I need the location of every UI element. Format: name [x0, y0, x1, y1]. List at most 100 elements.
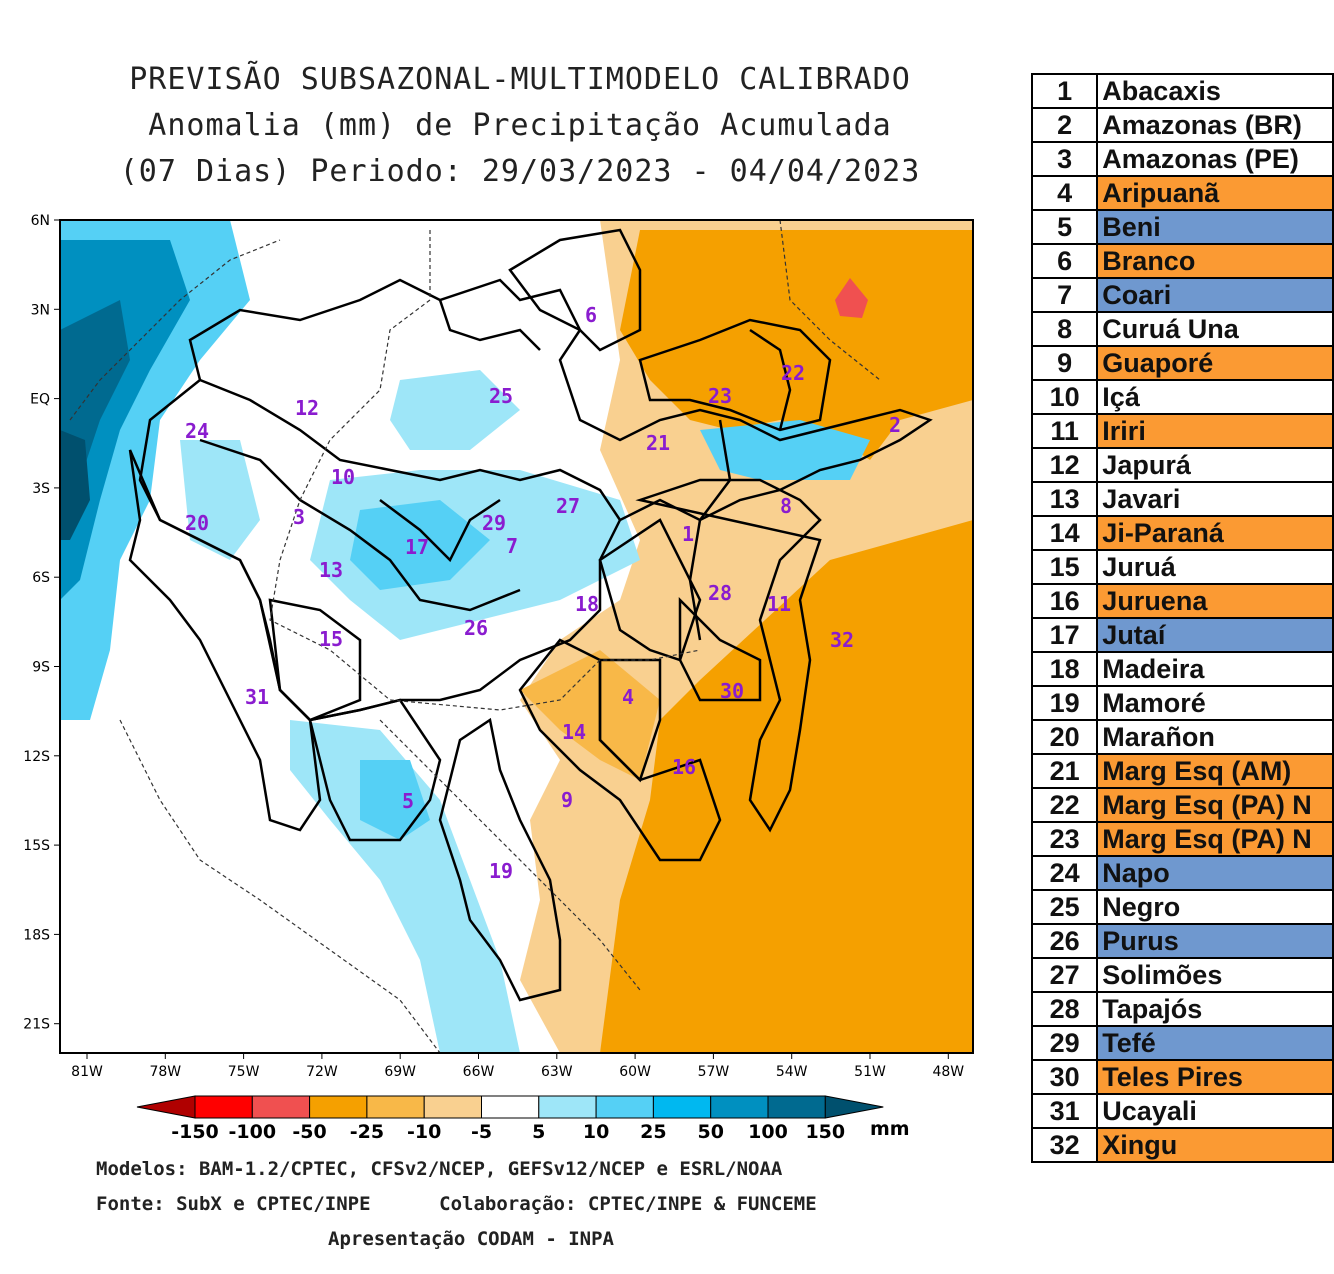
legend-number: 24	[1030, 855, 1099, 891]
colorbar-segment	[194, 1095, 253, 1119]
legend-number: 8	[1030, 311, 1099, 347]
legend-basin-name: Amazonas (PE)	[1096, 141, 1334, 177]
basin-label-30: 30	[720, 679, 744, 703]
basin-label-4: 4	[622, 685, 634, 709]
basin-label-3: 3	[293, 505, 305, 529]
colorbar-label: 10	[583, 1121, 609, 1143]
lon-tick-label: 60W	[619, 1064, 651, 1080]
legend-basin-name: Javari	[1096, 481, 1334, 517]
colorbar-label: -100	[229, 1121, 277, 1143]
legend-row: 5 Beni	[1030, 209, 1334, 245]
credits-models: Modelos: BAM-1.2/CPTEC, CFSv2/NCEP, GEFS…	[96, 1158, 783, 1180]
colorbar-label: 25	[640, 1121, 666, 1143]
legend-number: 12	[1030, 447, 1099, 483]
basin-labels: 1234567891011121314151617181920212223242…	[185, 303, 901, 883]
colorbar-high-arrow	[824, 1095, 884, 1119]
basin-label-23: 23	[708, 384, 732, 408]
basin-label-7: 7	[506, 534, 518, 558]
legend-row: 25 Negro	[1030, 889, 1334, 925]
legend-number: 30	[1030, 1059, 1099, 1095]
legend-basin-name: Juruena	[1096, 583, 1334, 619]
legend-basin-name: Guaporé	[1096, 345, 1334, 381]
colorbar-label: -5	[471, 1121, 492, 1143]
legend-basin-name: Juruá	[1096, 549, 1334, 585]
colorbar-label: 100	[748, 1121, 788, 1143]
lat-tick-label: EQ	[30, 392, 50, 408]
colorbar-segment	[309, 1095, 368, 1119]
legend-basin-name: Abacaxis	[1096, 73, 1334, 109]
basin-label-12: 12	[295, 396, 319, 420]
legend-number: 16	[1030, 583, 1099, 619]
legend-number: 4	[1030, 175, 1099, 211]
legend-basin-name: Negro	[1096, 889, 1334, 925]
legend-row: 27 Solimões	[1030, 957, 1334, 993]
legend-number: 10	[1030, 379, 1099, 415]
legend-row: 22 Marg Esq (PA) N	[1030, 787, 1334, 823]
basin-label-28: 28	[708, 581, 732, 605]
lon-tick-label: 69W	[384, 1064, 416, 1080]
lon-tick-label: 81W	[71, 1064, 103, 1080]
lat-tick-label: 21S	[23, 1017, 50, 1033]
basin-label-17: 17	[405, 535, 429, 559]
precipitation-map: 6N 3N EQ 3S 6S 9S 12S 15S 18S 21S 81W 78W 75W 72W 69W…	[23, 213, 974, 1143]
legend-basin-name: Xingu	[1096, 1127, 1334, 1163]
legend-row: 28 Tapajós	[1030, 991, 1334, 1027]
colorbar-label: -50	[292, 1121, 326, 1143]
legend-row: 31 Ucayali	[1030, 1093, 1334, 1129]
lat-tick-label: 15S	[23, 838, 50, 854]
basin-label-8: 8	[780, 494, 792, 518]
legend-number: 6	[1030, 243, 1099, 279]
colorbar-segment	[595, 1095, 654, 1119]
legend-number: 20	[1030, 719, 1099, 755]
legend-number: 18	[1030, 651, 1099, 687]
lat-tick-label: 18S	[23, 927, 50, 943]
colorbar-segment	[481, 1095, 540, 1119]
lon-tick-label: 54W	[776, 1064, 808, 1080]
legend-basin-name: Ucayali	[1096, 1093, 1334, 1129]
lat-tick-label: 3N	[31, 302, 50, 318]
legend-row: 1 Abacaxis	[1030, 73, 1334, 109]
legend-row: 18 Madeira	[1030, 651, 1334, 687]
basin-label-13: 13	[319, 558, 343, 582]
title-line-2: Anomalia (mm) de Precipitação Acumulada	[148, 108, 892, 143]
basin-label-31: 31	[245, 685, 269, 709]
legend-row: 3 Amazonas (PE)	[1030, 141, 1334, 177]
legend-basin-name: Solimões	[1096, 957, 1334, 993]
anomaly-lightblue-south	[290, 720, 520, 1053]
colorbar-label: 5	[532, 1121, 545, 1143]
legend-row: 10 Içá	[1030, 379, 1334, 415]
legend-basin-name: Beni	[1096, 209, 1334, 245]
legend-row: 20 Marañon	[1030, 719, 1334, 755]
legend-basin-name: Amazonas (BR)	[1096, 107, 1334, 143]
lon-tick-label: 72W	[306, 1064, 338, 1080]
legend-basin-name: Iriri	[1096, 413, 1334, 449]
colorbar-segment	[767, 1095, 826, 1119]
anomaly-blue-beni	[360, 760, 430, 840]
colorbar-low-arrow	[136, 1095, 196, 1119]
legend-number: 26	[1030, 923, 1099, 959]
legend-basin-name: Mamoré	[1096, 685, 1334, 721]
colorbar-label: -25	[350, 1121, 384, 1143]
legend-number: 3	[1030, 141, 1099, 177]
basin-label-2: 2	[889, 413, 901, 437]
basin-label-32: 32	[830, 628, 854, 652]
legend-number: 29	[1030, 1025, 1099, 1061]
title-line-1: PREVISÃO SUBSAZONAL-MULTIMODELO CALIBRAD…	[129, 62, 911, 97]
colorbar-label: 50	[697, 1121, 723, 1143]
legend-number: 17	[1030, 617, 1099, 653]
anomaly-lightblue-napo	[180, 440, 260, 560]
anomaly-lightblue-negro	[390, 370, 520, 450]
anomaly-orange-south	[600, 520, 973, 1053]
basin-label-16: 16	[672, 755, 696, 779]
latitude-ticks: 6N 3N EQ 3S 6S 9S 12S 15S 18S 21S	[23, 213, 60, 1033]
legend-row: 6 Branco	[1030, 243, 1334, 279]
title-line-3: (07 Dias) Periodo: 29/03/2023 - 04/04/20…	[119, 154, 921, 189]
basin-label-29: 29	[482, 511, 506, 535]
anomaly-red-spot	[835, 278, 868, 318]
basin-outlines	[128, 228, 933, 1002]
basin-label-22: 22	[781, 361, 805, 385]
credits-source: Fonte: SubX e CPTEC/INPE Colaboração: CP…	[96, 1193, 817, 1215]
basin-legend-table: 1 Abacaxis 2 Amazonas (BR) 3 Amazonas (PE) 4 Ar…	[1030, 73, 1334, 1163]
legend-number: 14	[1030, 515, 1099, 551]
legend-number: 9	[1030, 345, 1099, 381]
